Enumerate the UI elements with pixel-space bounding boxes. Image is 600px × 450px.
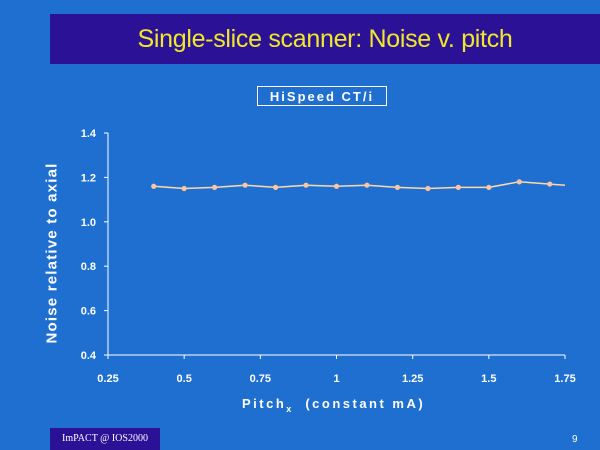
tick-labels: 0.4 0.6 0.8 1.0 1.2 1.4 0.25 0.5 0.75 1 1.25 1.5 1.7… xyxy=(81,128,576,385)
data-point xyxy=(333,183,340,189)
x-axis-label-subscript: x xyxy=(286,404,292,414)
data-point xyxy=(303,182,309,188)
x-tick-label: 1.5 xyxy=(481,373,496,385)
x-axis-label-main: Pitch xyxy=(242,396,287,411)
x-tick-label: 0.75 xyxy=(250,373,271,385)
data-point xyxy=(151,183,157,189)
chart-title: HiSpeed CT/i xyxy=(257,86,387,106)
x-tick-label: 0.25 xyxy=(97,373,118,385)
title-bar: Single-slice scanner: Noise v. pitch xyxy=(50,14,600,64)
data-point xyxy=(242,182,248,188)
data-point xyxy=(425,185,431,192)
y-tick-label: 0.8 xyxy=(81,261,96,273)
y-axis-label: Noise relative to axial xyxy=(43,162,61,344)
data-point xyxy=(181,185,187,192)
data-point xyxy=(547,181,553,187)
page-number: 9 xyxy=(572,434,578,445)
x-tick-label: 1.25 xyxy=(402,373,423,385)
series xyxy=(151,179,566,192)
x-tick-label: 0.5 xyxy=(177,373,192,385)
data-point xyxy=(364,182,370,188)
x-axis-label: Pitchx (constant mA) xyxy=(242,396,425,416)
y-tick-label: 0.6 xyxy=(81,306,96,318)
footer-text: ImPACT @ IOS2000 xyxy=(62,433,148,444)
x-tick-label: 1 xyxy=(333,373,339,385)
x-axis-label-suffix: (constant mA) xyxy=(305,396,426,411)
data-point xyxy=(486,184,492,190)
data-point xyxy=(394,184,401,190)
data-point xyxy=(516,179,522,185)
data-point xyxy=(272,184,279,190)
footer-box: ImPACT @ IOS2000 xyxy=(50,428,160,450)
y-tick-label: 0.4 xyxy=(81,350,97,362)
x-tick-label: 1.75 xyxy=(554,373,575,385)
y-tick-label: 1.2 xyxy=(81,172,96,184)
axes xyxy=(104,132,566,359)
data-point xyxy=(455,184,461,190)
y-tick-label: 1.4 xyxy=(81,128,97,140)
slide-title: Single-slice scanner: Noise v. pitch xyxy=(137,25,513,53)
data-point xyxy=(212,184,218,190)
y-tick-label: 1.0 xyxy=(81,217,96,229)
